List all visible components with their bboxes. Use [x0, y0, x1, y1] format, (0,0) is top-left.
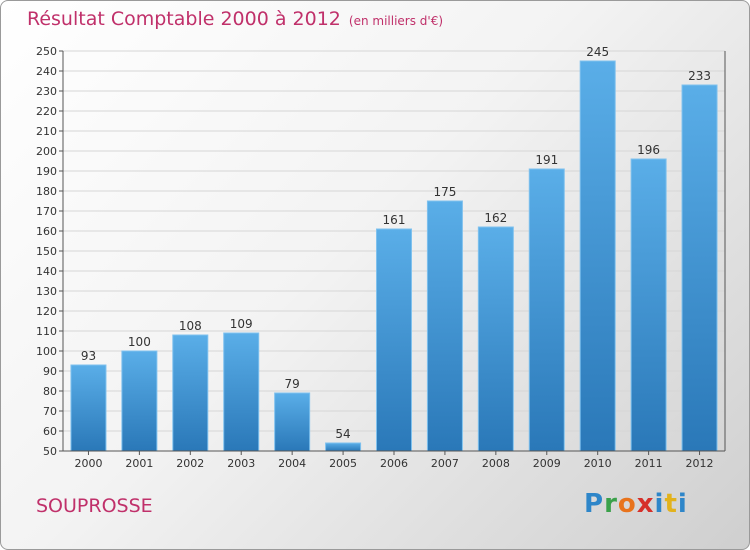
data-label-2002: 108: [179, 319, 202, 333]
bar-2000: [70, 364, 107, 452]
x-tick-label-2009: 2009: [533, 457, 561, 470]
bar-2001: [121, 350, 158, 452]
y-tick-label: 130: [36, 285, 57, 298]
x-tick-label-2011: 2011: [635, 457, 663, 470]
chart-subtitle: (en milliers d'€): [348, 14, 444, 28]
data-label-2005: 54: [335, 427, 350, 441]
y-tick-label: 50: [43, 445, 57, 458]
y-tick-label: 80: [43, 385, 57, 398]
data-label-2012: 233: [688, 69, 711, 83]
y-tick-label: 170: [36, 205, 57, 218]
y-tick-label: 230: [36, 85, 57, 98]
bar-2010: [579, 60, 616, 452]
x-tick-label-2010: 2010: [584, 457, 612, 470]
data-label-2006: 161: [383, 213, 406, 227]
y-tick-label: 70: [43, 405, 57, 418]
y-tick-label: 240: [36, 65, 57, 78]
y-tick-label: 120: [36, 305, 57, 318]
y-tick-label: 250: [36, 45, 57, 58]
x-tick-label-2006: 2006: [380, 457, 408, 470]
axes: 50 60 70 80 90 100 110 120 130 140 150 160 170 180 190…: [36, 45, 726, 470]
y-tick-label: 150: [36, 245, 57, 258]
bar-2009: [528, 168, 565, 452]
y-tick-label: 100: [36, 345, 57, 358]
bar-2006: [376, 228, 412, 452]
y-tick-label: 110: [36, 325, 57, 338]
y-tick-label: 60: [43, 425, 57, 438]
x-tick-label-2003: 2003: [227, 457, 255, 470]
data-label-2009: 191: [535, 153, 558, 167]
data-label-2000: 93: [81, 349, 96, 363]
bar-2007: [426, 200, 463, 452]
y-tick-label: 160: [36, 225, 57, 238]
x-tick-label-2002: 2002: [176, 457, 204, 470]
data-label-2004: 79: [285, 377, 300, 391]
bars: [70, 60, 718, 452]
data-label-2011: 196: [637, 143, 660, 157]
chart-title: Résultat Comptable 2000 à 2012 (en millie…: [27, 8, 443, 30]
data-label-2001: 100: [128, 335, 151, 349]
bar-2004: [274, 392, 311, 452]
y-tick-label: 210: [36, 125, 57, 138]
bar-2003: [223, 332, 260, 452]
x-tick-label-2005: 2005: [329, 457, 357, 470]
bar-2012: [681, 84, 718, 452]
data-label-2010: 245: [586, 45, 609, 59]
x-tick-label-2007: 2007: [431, 457, 459, 470]
y-tick-label: 220: [36, 105, 57, 118]
data-label-2008: 162: [484, 211, 507, 225]
y-tick-label: 200: [36, 145, 57, 158]
proxiti-logo: Proxiti: [584, 489, 688, 519]
bar-2008: [477, 226, 514, 452]
y-tick-label: 140: [36, 265, 57, 278]
data-label-2003: 109: [230, 317, 253, 331]
bar-2002: [172, 334, 209, 452]
x-tick-label-2001: 2001: [125, 457, 153, 470]
chart-title-text: Résultat Comptable 2000 à 2012: [27, 8, 341, 30]
data-labels: 93 100 108 109 79 54 161 175 162 191 245 196 233: [81, 45, 711, 441]
data-label-2007: 175: [433, 185, 456, 199]
y-tick-label: 180: [36, 185, 57, 198]
x-tick-label-2012: 2012: [686, 457, 714, 470]
x-tick-label-2000: 2000: [74, 457, 102, 470]
x-tick-label-2008: 2008: [482, 457, 510, 470]
bar-2005: [325, 442, 362, 452]
x-tick-label-2004: 2004: [278, 457, 306, 470]
y-tick-label: 190: [36, 165, 57, 178]
y-tick-label: 90: [43, 365, 57, 378]
bar-2011: [630, 158, 667, 452]
commune-name: SOUPROSSE: [36, 495, 153, 517]
